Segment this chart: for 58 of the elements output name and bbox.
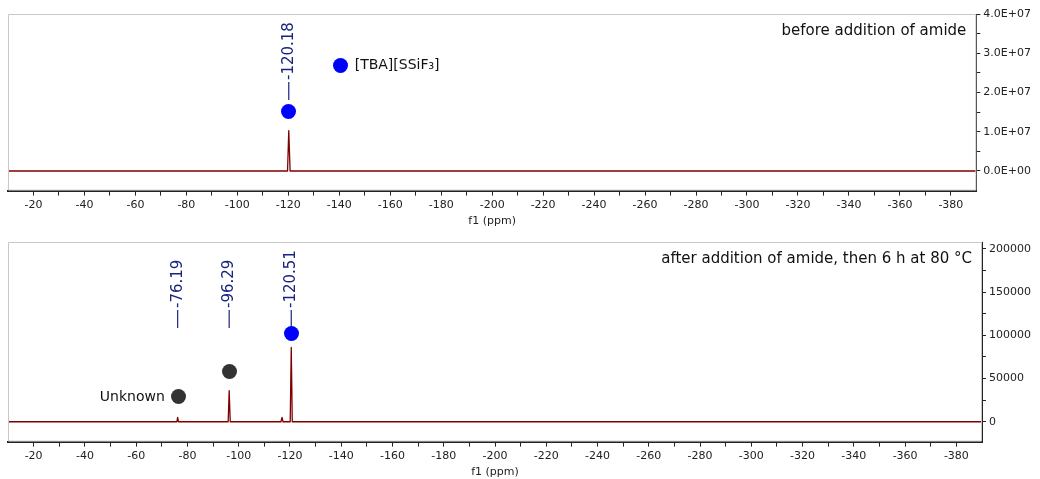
x-tick-label: -360 — [887, 198, 913, 212]
x-tick-label: -140 — [326, 198, 352, 212]
x-tick-label: -200 — [479, 198, 505, 212]
x-tick-label: -80 — [178, 449, 197, 463]
x-tick-label: -320 — [785, 198, 811, 212]
x-tick-label: -300 — [738, 449, 764, 463]
x-tick-label: -360 — [892, 449, 918, 463]
x-tick-label: -180 — [431, 449, 457, 463]
annotation: -96.29 — [219, 259, 238, 308]
x-tick-label: -120 — [277, 449, 303, 463]
annotation: [TBA][SSiF₃] — [354, 55, 440, 72]
annotation: -76.19 — [167, 259, 186, 308]
x-tick-label: -120 — [275, 198, 301, 212]
annotation: after addition of amide, then 6 h at 80 °C — [661, 249, 973, 268]
y-tick-label: 100000 — [989, 328, 1032, 342]
y-tick-label: 0 — [989, 414, 997, 428]
x-tick-label: -240 — [585, 449, 611, 463]
x-tick-label: -280 — [687, 449, 713, 463]
x-tick-label: -60 — [126, 198, 145, 212]
x-tick-label: -300 — [734, 198, 760, 212]
x-axis-title: f1 (ppm) — [468, 214, 516, 228]
x-tick-label: -100 — [224, 198, 250, 212]
y-tick-label: 3.0E+07 — [983, 46, 1032, 60]
x-tick-label: -340 — [836, 198, 862, 212]
annotation: before addition of amide — [781, 21, 967, 40]
y-tick-label: 150000 — [989, 284, 1032, 298]
x-tick-label: -240 — [581, 198, 607, 212]
x-tick-label: -160 — [379, 449, 405, 463]
x-tick-label: -80 — [177, 198, 196, 212]
x-tick-label: -220 — [530, 198, 556, 212]
x-tick-label: -160 — [377, 198, 403, 212]
x-tick-label: -220 — [533, 449, 559, 463]
y-tick-label: 2.0E+07 — [983, 85, 1032, 99]
x-tick-label: -20 — [24, 198, 43, 212]
x-tick-label: -40 — [75, 198, 94, 212]
x-tick-label: -20 — [24, 449, 43, 463]
x-tick-label: -140 — [328, 449, 354, 463]
x-tick-label: -340 — [841, 449, 867, 463]
y-tick-label: 0.0E+00 — [983, 163, 1032, 177]
x-axis-title: f1 (ppm) — [471, 465, 519, 479]
annotation: -120.51 — [281, 250, 300, 308]
y-tick-label: 50000 — [989, 371, 1025, 385]
x-tick-label: -320 — [790, 449, 816, 463]
x-tick-label: -180 — [428, 198, 454, 212]
x-tick-label: -280 — [683, 198, 709, 212]
y-tick-label: 4.0E+07 — [983, 6, 1032, 20]
x-tick-label: -200 — [482, 449, 508, 463]
y-tick-label: 1.0E+07 — [983, 124, 1032, 138]
x-tick-label: -380 — [943, 449, 969, 463]
annotation: Unknown — [99, 387, 165, 404]
x-tick-label: -60 — [127, 449, 146, 463]
x-tick-label: -40 — [75, 449, 94, 463]
x-tick-label: -260 — [632, 198, 658, 212]
x-tick-label: -260 — [636, 449, 662, 463]
y-tick-label: 200000 — [989, 241, 1032, 255]
x-tick-label: -100 — [226, 449, 252, 463]
x-tick-label: -380 — [938, 198, 964, 212]
annotation: -120.18 — [278, 22, 297, 80]
